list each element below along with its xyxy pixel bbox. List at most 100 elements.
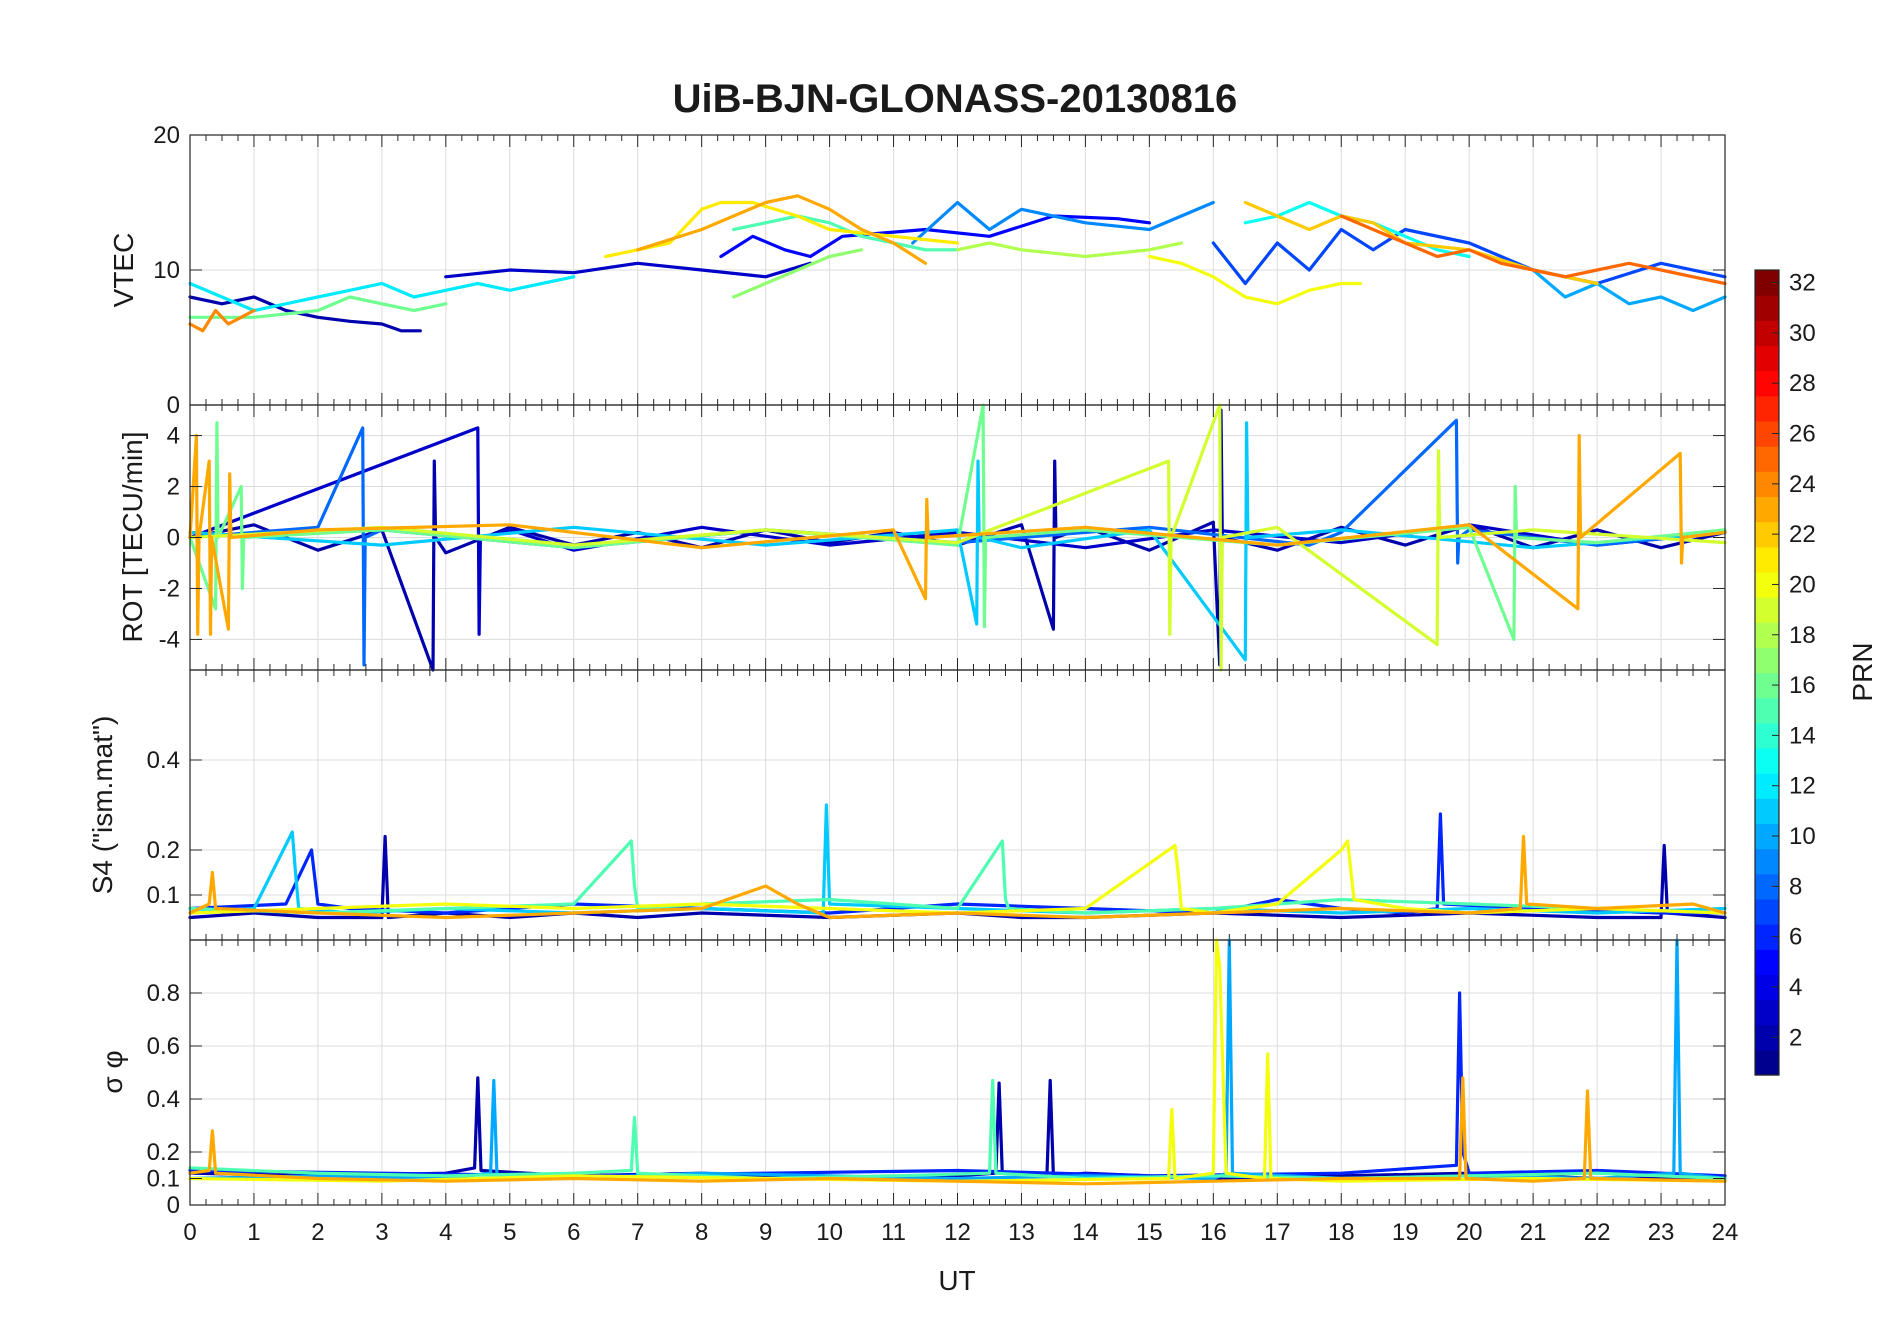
colorbar-tick-label: 30: [1789, 320, 1816, 347]
series-group-s4: [188, 803, 1727, 920]
colorbar-tick-label: 4: [1789, 974, 1802, 1001]
y-tick-label-vtec: 0: [167, 392, 180, 419]
y-axis-label-sigma: σ φ: [97, 1050, 128, 1093]
panel-vtec: 0 10 20 VTEC: [108, 122, 1727, 419]
series-vtec-prn-5: [719, 214, 1152, 259]
colorbar-tick-label: 28: [1789, 370, 1816, 397]
y-tick-label-rot: -4: [159, 626, 180, 653]
colorbar-tick-label: 32: [1789, 270, 1816, 297]
series-s4-prn-11: [188, 803, 1727, 915]
colorbar-label: PRN: [1847, 642, 1878, 701]
series-vtec-prn-10: [1531, 268, 1727, 313]
x-tick-label: 20: [1456, 1219, 1483, 1246]
y-tick-label-vtec: 20: [153, 122, 180, 149]
x-tick-label: 18: [1328, 1219, 1355, 1246]
x-tick-label: 10: [816, 1219, 843, 1246]
colorbar-cell: [1755, 747, 1779, 774]
colorbar-cell: [1755, 848, 1779, 875]
x-tick-labels: 0 1 2 3 4 5 6 7 8 9 10 11 12 13 14 15 16 17 18 19 20 21 22 23 24: [183, 1219, 1738, 1246]
series-s4-prn-20: [188, 839, 1727, 915]
series-vtec-prn-18: [955, 241, 1184, 259]
colorbar-cell: [1755, 1049, 1779, 1076]
series-vtec-prn-24: [188, 308, 256, 333]
y-tick-label-sigma: 0: [167, 1192, 180, 1219]
colorbar-cell: [1755, 949, 1779, 975]
colorbar-frame: [1754, 269, 1780, 1076]
y-tick-label-sigma: 0.6: [147, 1033, 180, 1060]
colorbar-tick-label: 8: [1789, 873, 1802, 900]
x-tick-label: 17: [1264, 1219, 1291, 1246]
x-tick-label: 14: [1072, 1219, 1099, 1246]
x-tick-label: 9: [759, 1219, 772, 1246]
series-vtec-prn-15: [731, 214, 960, 252]
colorbar-tick-label: 22: [1789, 521, 1816, 548]
y-axis-label-rot: ROT [TECU/min]: [117, 431, 148, 642]
x-tick-label: 4: [439, 1219, 452, 1246]
x-tick-label: 16: [1200, 1219, 1227, 1246]
x-tick-label: 12: [944, 1219, 971, 1246]
series-vtec-prn-3: [444, 261, 813, 279]
x-tick-label: 2: [311, 1219, 324, 1246]
colorbar-tick-label: 24: [1789, 471, 1816, 498]
x-tick-label: 22: [1584, 1219, 1611, 1246]
colorbar-cell: [1755, 295, 1779, 321]
colorbar-tick-label: 12: [1789, 773, 1816, 800]
colorbar-cell: [1755, 446, 1779, 472]
colorbar-tick-label: 2: [1789, 1024, 1802, 1051]
y-tick-label-vtec: 10: [153, 257, 180, 284]
x-axis-label: UT: [938, 1265, 975, 1296]
series-vtec-prn-17: [731, 248, 864, 299]
panel-sigma: 00.10.2 0.4 0.6 0.8 σ φ: [97, 938, 1727, 1219]
y-tick-label-sigma: 0.2: [147, 1139, 180, 1166]
series-vtec-prn-25: [1339, 214, 1727, 286]
colorbar-cell: [1755, 999, 1779, 1026]
series-vtec-prn-23: [636, 194, 928, 265]
x-tick-label: 5: [503, 1219, 516, 1246]
series-vtec-prn-20: [1147, 254, 1363, 306]
series-rot-prn-23: [188, 434, 1727, 636]
series-s4-prn-23: [188, 834, 1727, 920]
colorbar-cell: [1755, 345, 1779, 372]
colorbar-cell: [1755, 898, 1779, 925]
colorbar-cell: [1755, 798, 1779, 825]
y-tick-label-s4: 0.2: [147, 837, 180, 864]
x-tick-label: 0: [183, 1219, 196, 1246]
chart-title: UiB-BJN-GLONASS-20130816: [673, 77, 1238, 121]
x-tick-label: 3: [375, 1219, 388, 1246]
y-tick-label-s4: 0.1: [147, 882, 180, 909]
x-tick-label: 23: [1648, 1219, 1675, 1246]
colorbar-tick-label: 10: [1789, 823, 1816, 850]
colorbar-tick-label: 18: [1789, 622, 1816, 649]
y-tick-label-rot: 2: [167, 474, 180, 501]
colorbar-cell: [1755, 395, 1779, 422]
colorbar-tick-label: 16: [1789, 672, 1816, 699]
x-tick-label: 24: [1712, 1219, 1739, 1246]
colorbar-cell: [1755, 697, 1779, 724]
x-tick-label: 6: [567, 1219, 580, 1246]
y-tick-label-s4: 0.4: [147, 747, 180, 774]
series-vtec-prn-13: [1243, 200, 1471, 259]
x-tick-label: 11: [881, 1219, 906, 1246]
x-tick-label: 8: [695, 1219, 708, 1246]
colorbar-cell: [1755, 647, 1779, 674]
y-tick-label-rot: 4: [167, 423, 180, 450]
series-vtec-prn-22: [1243, 200, 1599, 286]
colorbar-tick-label: 20: [1789, 571, 1816, 598]
y-tick-label-sigma: 0.8: [147, 980, 180, 1007]
colorbar-cell: [1755, 546, 1779, 573]
panel-rot: -4 -2 0 2 4 ROT [TECU/min]: [117, 403, 1727, 672]
y-axis-label-vtec: VTEC: [108, 233, 139, 308]
x-tick-label: 13: [1008, 1219, 1035, 1246]
colorbar-tick-label: 26: [1789, 421, 1816, 448]
series-sigma-prn-23: [188, 1076, 1727, 1186]
panel-s4: 0.1 0.2 0.4 S4 ("ism.mat"): [87, 669, 1727, 941]
x-tick-label: 19: [1392, 1219, 1419, 1246]
colorbar-tick-label: 6: [1789, 924, 1802, 951]
series-vtec-prn-7: [1211, 227, 1727, 286]
colorbar-cell: [1755, 496, 1779, 523]
series-s4-prn-15: [188, 839, 1727, 915]
colorbar-tick-label: 14: [1789, 722, 1816, 749]
y-tick-label-sigma: 0.4: [147, 1086, 180, 1113]
